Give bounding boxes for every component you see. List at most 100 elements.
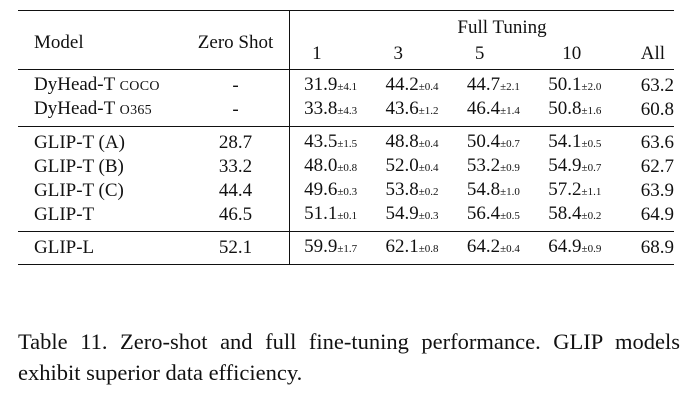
model-name: DyHead-T O365 xyxy=(18,98,182,127)
zero-shot-value: - xyxy=(181,97,291,126)
std-deviation: ±0.8 xyxy=(418,242,439,255)
table-row: GLIP-T (B) 33.2 48.0±0.8 52.0±0.4 53.2±0.9 54… xyxy=(18,154,674,179)
std-deviation: ±1.4 xyxy=(500,104,520,117)
tuning-value: 62.7 xyxy=(640,155,674,177)
tuning-cell: 64.9±0.9 xyxy=(548,230,641,265)
tuning-value: 64.9 xyxy=(640,203,674,225)
tuning-value: 49.6 xyxy=(304,178,338,200)
tuning-value: 48.8 xyxy=(385,130,419,152)
tuning-cell: 53.2±0.9 xyxy=(467,155,548,179)
header-row-shots: 1 3 5 10 All xyxy=(18,39,674,69)
header-zero-shot: Zero Shot xyxy=(181,10,291,69)
tuning-value: 60.8 xyxy=(640,98,674,120)
std-deviation: ±0.4 xyxy=(418,137,439,150)
std-deviation: ±1.0 xyxy=(500,185,520,198)
std-deviation: ±0.9 xyxy=(581,242,602,255)
table-row: DyHead-T COCO -31.9±4.1 44.2±0.4 44.7±2.1 50… xyxy=(18,68,674,98)
std-deviation: ±0.3 xyxy=(337,185,358,198)
std-deviation: ±0.4 xyxy=(418,161,439,174)
tuning-cell: 56.4±0.5 xyxy=(467,203,548,232)
zero-shot-value: 52.1 xyxy=(181,230,291,265)
table-row: GLIP-T 46.5 51.1±0.1 54.9±0.3 56.4±0.5 58.4±0… xyxy=(18,202,674,232)
tuning-cell: 33.8±4.3 xyxy=(290,98,386,127)
tuning-value: 64.9 xyxy=(548,235,582,257)
tuning-cell: 59.9±1.7 xyxy=(289,230,386,265)
tuning-cell: 50.1±2.0 xyxy=(548,68,641,98)
zero-shot-value: 28.7 xyxy=(181,125,291,155)
model-name-text: DyHead-T xyxy=(34,73,115,95)
header-shot-5: 5 xyxy=(474,42,485,64)
tuning-value: 53.8 xyxy=(385,178,419,200)
tuning-value: 31.9 xyxy=(304,73,338,95)
tuning-cell: 60.8 xyxy=(641,98,674,127)
tuning-cell: 57.2±1.1 xyxy=(548,179,640,203)
tuning-value: 58.4 xyxy=(548,202,582,224)
tuning-cell: 53.8±0.2 xyxy=(385,179,466,203)
zero-shot-value: 46.5 xyxy=(181,202,291,231)
tuning-value: 48.0 xyxy=(304,154,338,176)
tuning-cell: 63.9 xyxy=(641,179,674,203)
model-name: GLIP-L xyxy=(18,230,182,265)
table-caption: Table 11. Zero-shot and full fine-tuning… xyxy=(18,329,680,385)
tuning-cell: 50.4±0.7 xyxy=(466,125,549,155)
std-deviation: ±0.9 xyxy=(500,161,520,174)
tuning-value: 59.9 xyxy=(304,235,338,257)
tuning-cell: 64.9 xyxy=(641,203,674,232)
model-name-text: GLIP-T (B) xyxy=(34,155,124,177)
tuning-value: 56.4 xyxy=(466,202,501,224)
std-deviation: ±0.4 xyxy=(500,242,520,255)
std-deviation: ±0.5 xyxy=(500,209,520,222)
zero-shot-value: - xyxy=(181,68,291,98)
std-deviation: ±1.2 xyxy=(418,104,439,117)
tuning-cell: 43.6±1.2 xyxy=(385,98,466,127)
header-shot-10: 10 xyxy=(562,42,582,64)
tuning-value: 54.9 xyxy=(385,202,419,224)
header-shot-1: 1 xyxy=(312,42,322,64)
model-dataset-suffix: COCO xyxy=(119,78,160,94)
std-deviation: ±1.7 xyxy=(337,242,358,255)
tuning-cell: 48.8±0.4 xyxy=(385,125,467,155)
tuning-value: 43.5 xyxy=(304,130,338,152)
results-table-container: Model Zero Shot Full Tuning 1 3 5 10 All… xyxy=(18,10,674,265)
zero-shot-value: 33.2 xyxy=(181,154,291,179)
std-deviation: ±4.1 xyxy=(337,80,358,93)
table-row: GLIP-L 52.1 59.9±1.7 62.1±0.8 64.2±0.4 64.9±0… xyxy=(18,230,674,265)
tuning-cell: 62.1±0.8 xyxy=(385,230,467,265)
tuning-value: 62.1 xyxy=(385,235,419,257)
tuning-value: 33.8 xyxy=(304,97,338,119)
std-deviation: ±2.0 xyxy=(581,80,602,93)
table-body: DyHead-T COCO -31.9±4.1 44.2±0.4 44.7±2.1 50… xyxy=(18,68,674,265)
tuning-value: 50.4 xyxy=(466,130,501,152)
tuning-cell: 48.0±0.8 xyxy=(290,155,386,179)
std-deviation: ±4.3 xyxy=(337,104,358,117)
tuning-value: 63.2 xyxy=(640,74,674,96)
table-row: DyHead-T O365-33.8±4.3 43.6±1.2 46.4±1.4 50… xyxy=(18,97,674,127)
std-deviation: ±0.1 xyxy=(337,209,358,222)
header-model: Model xyxy=(18,10,182,69)
tuning-value: 53.2 xyxy=(466,154,501,176)
std-deviation: ±0.2 xyxy=(581,209,602,222)
model-name: GLIP-T (C) xyxy=(18,179,182,203)
tuning-cell: 64.2±0.4 xyxy=(466,230,549,265)
tuning-cell: 44.7±2.1 xyxy=(466,68,549,98)
tuning-cell: 54.8±1.0 xyxy=(467,179,548,203)
header-row-top: Model Zero Shot Full Tuning xyxy=(18,10,674,69)
tuning-value: 54.1 xyxy=(548,130,582,152)
tuning-value: 63.9 xyxy=(640,179,674,201)
model-dataset-suffix: O365 xyxy=(119,102,152,118)
tuning-value: 44.7 xyxy=(466,73,501,95)
tuning-value: 63.6 xyxy=(640,131,674,153)
tuning-cell: 52.0±0.4 xyxy=(385,155,466,179)
tuning-value: 43.6 xyxy=(385,97,419,119)
tuning-cell: 54.9±0.3 xyxy=(385,203,466,232)
tuning-cell: 44.2±0.4 xyxy=(385,68,467,98)
tuning-cell: 54.9±0.7 xyxy=(548,155,640,179)
tuning-value: 57.2 xyxy=(548,178,582,200)
zero-shot-value: 44.4 xyxy=(181,178,291,203)
tuning-value: 52.0 xyxy=(385,154,419,176)
std-deviation: ±1.5 xyxy=(337,137,358,150)
tuning-cell: 58.4±0.2 xyxy=(548,203,640,232)
model-name: GLIP-T (B) xyxy=(18,155,182,179)
tuning-value: 50.8 xyxy=(548,97,582,119)
tuning-value: 44.2 xyxy=(385,73,419,95)
